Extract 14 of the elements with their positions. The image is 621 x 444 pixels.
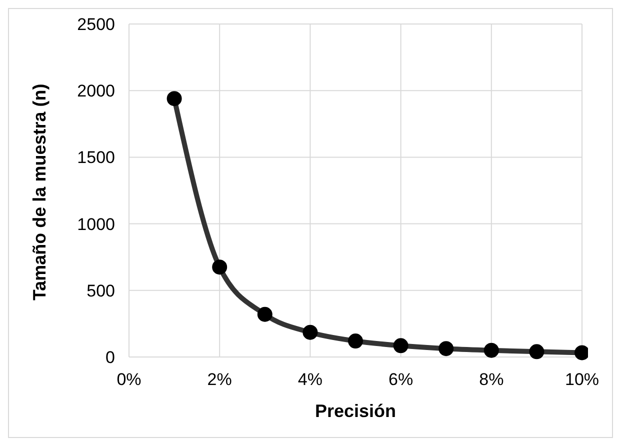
y-tick-label: 1500 <box>77 148 115 168</box>
x-axis-title: Precisión <box>314 401 396 421</box>
x-tick-label: 4% <box>298 370 322 390</box>
y-axis-title: Tamaño de la muestra (n) <box>29 84 50 300</box>
y-tick-label: 0 <box>106 348 115 368</box>
x-tick-label: 0% <box>116 370 142 390</box>
x-tick-label: 6% <box>388 370 414 390</box>
y-tick-label: 1000 <box>77 214 115 234</box>
y-tick-label: 500 <box>86 281 115 300</box>
x-tick-label: 8% <box>479 370 504 390</box>
x-tick-label: 10% <box>564 370 600 390</box>
x-tick-label: 2% <box>207 370 232 390</box>
y-tick-label: 2500 <box>77 15 115 34</box>
y-tick-label: 2000 <box>77 82 115 101</box>
